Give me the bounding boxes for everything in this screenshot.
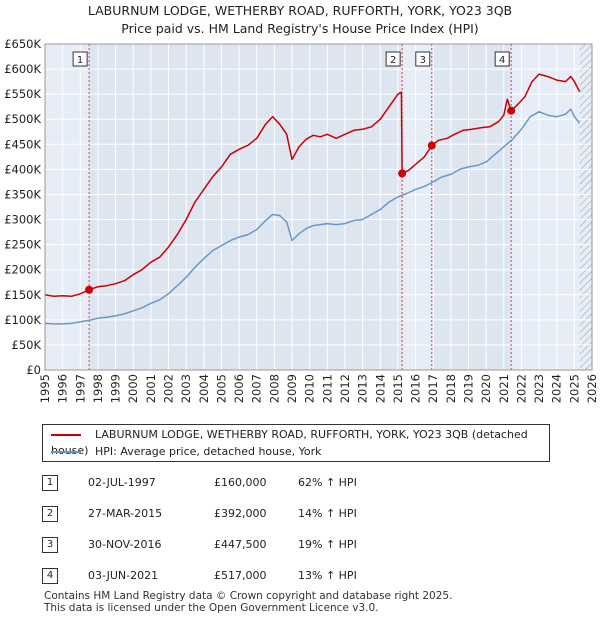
x-tick-label: 2007 xyxy=(250,374,264,403)
sale-hpi-change: 62% ↑ HPI xyxy=(298,476,357,489)
sale-number-badge: 2 xyxy=(42,506,58,522)
legend-item-property: LABURNUM LODGE, WETHERBY ROAD, RUFFORTH,… xyxy=(51,427,549,457)
x-tick-label: 1997 xyxy=(73,374,87,403)
x-tick-label: 2016 xyxy=(409,374,423,403)
title-line-2: Price paid vs. HM Land Registry's House … xyxy=(121,21,479,36)
x-tick-label: 1999 xyxy=(109,374,123,403)
x-tick-label: 2024 xyxy=(550,374,564,403)
x-tick-label: 2014 xyxy=(373,374,387,403)
x-tick-label: 2006 xyxy=(232,374,246,403)
ownership-band xyxy=(431,44,512,370)
x-tick-label: 2003 xyxy=(179,374,193,403)
x-tick-label: 2010 xyxy=(303,374,317,403)
legend-label-property: LABURNUM LODGE, WETHERBY ROAD, RUFFORTH,… xyxy=(51,428,528,457)
sale-marker-box xyxy=(494,51,510,67)
y-tick-label: £200K xyxy=(4,263,41,277)
ownership-band xyxy=(89,44,403,370)
legend-label-hpi: HPI: Average price, detached house, York xyxy=(95,445,322,458)
x-tick-label: 2023 xyxy=(532,374,546,403)
series-line-hpi xyxy=(44,108,581,325)
footer-attribution: Contains HM Land Registry data © Crown c… xyxy=(44,590,452,614)
x-tick-label: 2025 xyxy=(567,374,581,403)
sale-hpi-change: 14% ↑ HPI xyxy=(298,507,357,520)
x-tick-label: 2021 xyxy=(497,374,511,403)
title-line-1: LABURNUM LODGE, WETHERBY ROAD, RUFFORTH,… xyxy=(87,3,513,18)
legend-item-hpi: HPI: Average price, detached house, York xyxy=(51,444,322,460)
footer-line-1: Contains HM Land Registry data © Crown c… xyxy=(44,590,453,602)
y-tick-label: £0 xyxy=(26,363,41,377)
y-tick-label: £500K xyxy=(4,112,41,126)
sale-point xyxy=(398,169,407,178)
plot-border xyxy=(44,43,593,371)
sale-point xyxy=(427,141,436,150)
x-tick-label: 2002 xyxy=(162,374,176,403)
sale-marker-label: 3 xyxy=(420,55,426,66)
x-tick-label: 2026 xyxy=(585,374,599,403)
sale-marker-label: 1 xyxy=(77,55,83,66)
x-tick-label: 2005 xyxy=(214,374,228,403)
y-tick-label: £50K xyxy=(12,338,42,352)
sale-marker-box xyxy=(72,51,88,67)
sale-date: 27-MAR-2015 xyxy=(88,507,163,520)
y-tick-label: £150K xyxy=(4,288,41,302)
x-tick-label: 2011 xyxy=(320,374,334,403)
series-line-property xyxy=(44,73,581,298)
sale-number-badge: 3 xyxy=(42,537,58,553)
x-tick-label: 2000 xyxy=(126,374,140,403)
y-tick-label: £450K xyxy=(4,137,41,151)
x-tick-label: 2009 xyxy=(285,374,299,403)
sale-number-badge: 1 xyxy=(42,475,58,491)
legend-swatch-hpi xyxy=(51,451,81,453)
price-chart: £0 £50K £100K £150K £200K £250K £300K £350K £400… xyxy=(4,37,599,403)
x-tick-label: 2013 xyxy=(356,374,370,403)
y-tick-label: £550K xyxy=(4,87,41,101)
sale-date: 30-NOV-2016 xyxy=(88,538,162,551)
x-tick-label: 2018 xyxy=(444,374,458,403)
footer-line-2: This data is licensed under the Open Gov… xyxy=(44,602,379,614)
x-tick-label: 2008 xyxy=(267,374,281,403)
sale-marker-box xyxy=(415,51,431,67)
y-tick-label: £350K xyxy=(4,187,41,201)
sale-point xyxy=(507,106,516,115)
x-tick-label: 2015 xyxy=(391,374,405,403)
x-tick-label: 2022 xyxy=(514,374,528,403)
x-tick-label: 2001 xyxy=(144,374,158,403)
sale-price: £160,000 xyxy=(214,476,267,489)
sale-marker-label: 4 xyxy=(499,55,505,66)
x-tick-label: 2004 xyxy=(197,374,211,403)
sale-price: £447,500 xyxy=(214,538,267,551)
sale-marker-box xyxy=(385,51,401,67)
x-tick-label: 2017 xyxy=(426,374,440,403)
sale-price: £517,000 xyxy=(214,569,267,582)
legend-swatch-property xyxy=(51,434,81,436)
x-tick-label: 2019 xyxy=(461,374,475,403)
chart-title: LABURNUM LODGE, WETHERBY ROAD, RUFFORTH,… xyxy=(0,2,600,38)
sale-hpi-change: 19% ↑ HPI xyxy=(298,538,357,551)
x-tick-label: 2012 xyxy=(338,374,352,403)
sale-date: 03-JUN-2021 xyxy=(88,569,159,582)
x-tick-label: 1996 xyxy=(56,374,70,403)
x-tick-label: 1998 xyxy=(91,374,105,403)
y-tick-label: £300K xyxy=(4,213,41,227)
y-tick-label: £100K xyxy=(4,313,41,327)
future-hatch-region xyxy=(579,44,592,370)
sale-marker-label: 2 xyxy=(390,55,396,66)
sale-date: 02-JUL-1997 xyxy=(88,476,156,489)
sale-number-badge: 4 xyxy=(42,568,58,584)
x-tick-label: 2020 xyxy=(479,374,493,403)
y-tick-label: £600K xyxy=(4,62,41,76)
y-tick-label: £250K xyxy=(4,238,41,252)
y-tick-label: £650K xyxy=(4,37,41,51)
legend: LABURNUM LODGE, WETHERBY ROAD, RUFFORTH,… xyxy=(42,424,550,462)
x-tick-label: 1995 xyxy=(38,374,52,403)
sale-price: £392,000 xyxy=(214,507,267,520)
sale-point xyxy=(85,285,94,294)
y-tick-label: £400K xyxy=(4,162,41,176)
sale-hpi-change: 13% ↑ HPI xyxy=(298,569,357,582)
